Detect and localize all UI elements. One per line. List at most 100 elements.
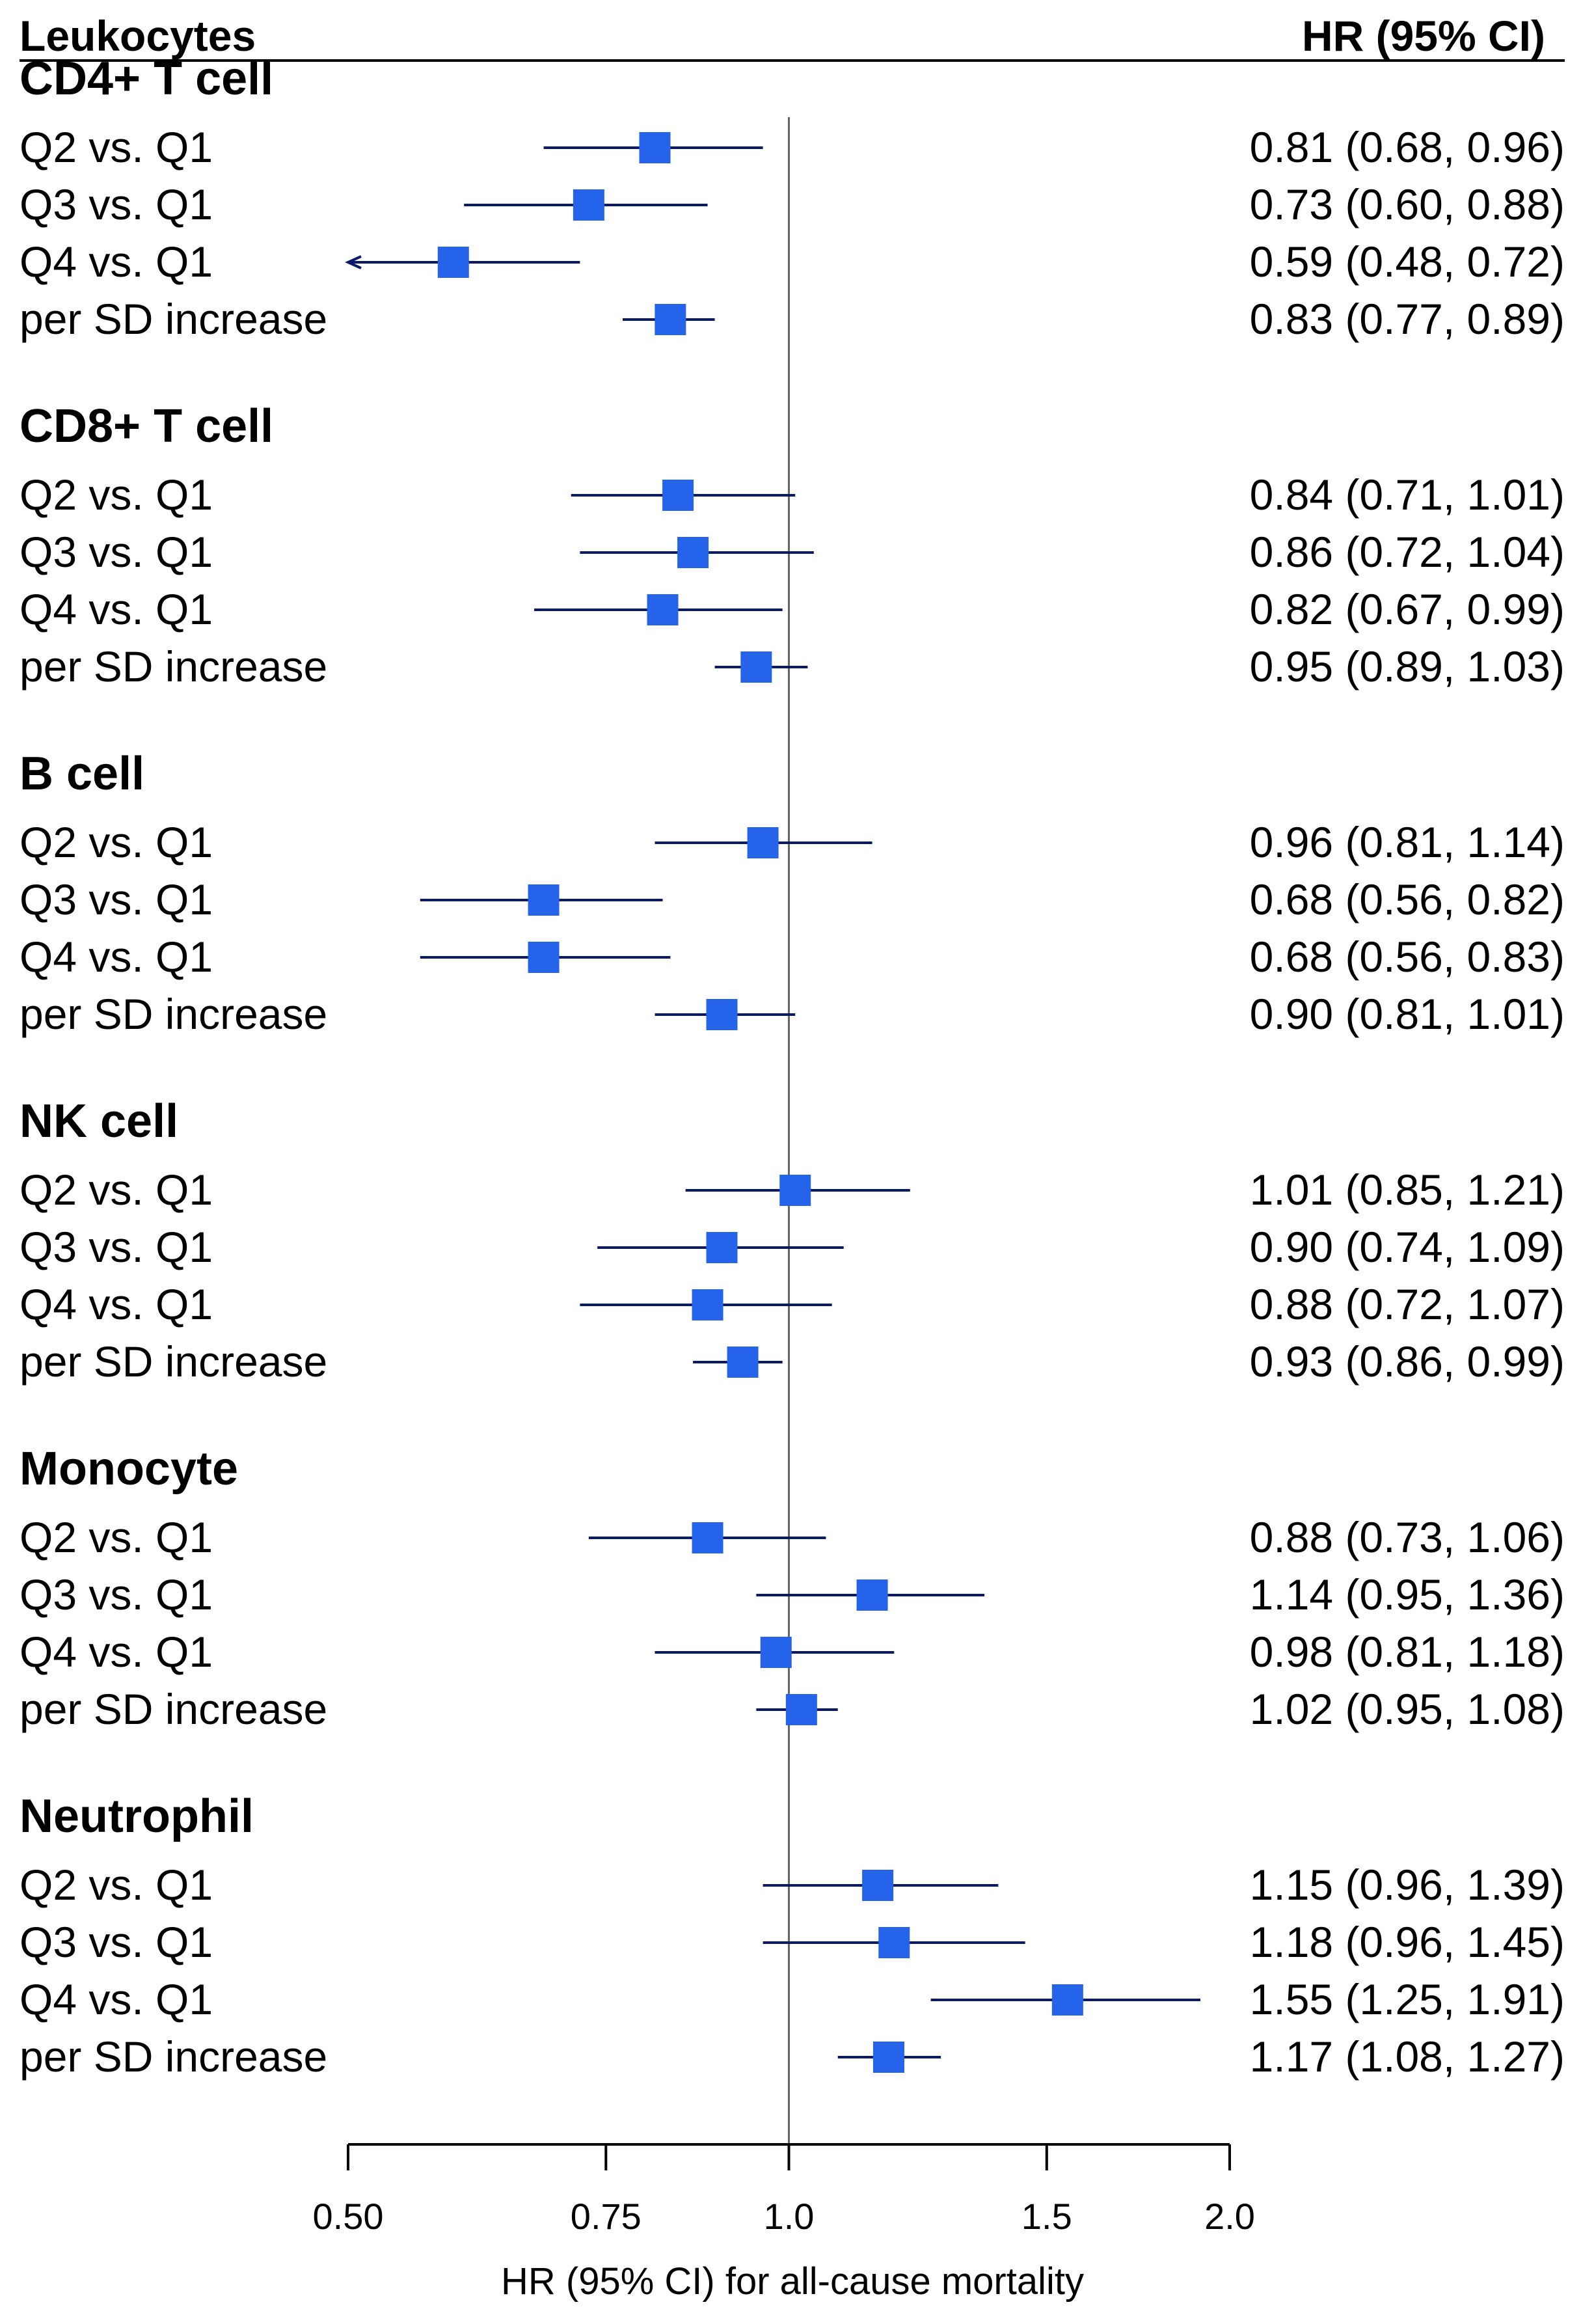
forest-row: per SD increase 1.02 (0.95, 1.08)	[20, 1685, 1565, 1733]
hr-estimate-text: 0.98 (0.81, 1.18)	[1250, 1628, 1565, 1676]
hr-marker	[856, 1579, 888, 1611]
forest-row: per SD increase 0.95 (0.89, 1.03)	[20, 642, 1565, 690]
row-label: Q2 vs. Q1	[20, 123, 213, 171]
row-label: Q3 vs. Q1	[20, 528, 213, 576]
hr-marker	[779, 1175, 811, 1206]
forest-row: Q4 vs. Q1 0.88 (0.72, 1.07)	[20, 1280, 1565, 1328]
hr-estimate-text: 0.68 (0.56, 0.83)	[1250, 933, 1565, 981]
hr-marker	[727, 1347, 759, 1378]
group-title: Monocyte	[20, 1443, 238, 1495]
hr-marker	[862, 1870, 894, 1901]
row-label: per SD increase	[20, 1337, 327, 1386]
forest-row: Q4 vs. Q1 0.82 (0.67, 0.99)	[20, 585, 1565, 633]
hr-marker	[573, 189, 604, 221]
forest-row: Q3 vs. Q1 0.73 (0.60, 0.88)	[20, 180, 1565, 228]
hr-estimate-text: 0.96 (0.81, 1.14)	[1250, 818, 1565, 866]
hr-estimate-text: 0.83 (0.77, 0.89)	[1250, 295, 1565, 343]
hr-marker	[692, 1289, 723, 1320]
row-label: per SD increase	[20, 990, 327, 1038]
row-label: per SD increase	[20, 295, 327, 343]
hr-marker	[878, 1927, 910, 1958]
x-axis-label: HR (95% CI) for all-cause mortality	[501, 2260, 1084, 2303]
row-label: Q2 vs. Q1	[20, 471, 213, 519]
hr-marker	[747, 827, 779, 858]
row-label: Q4 vs. Q1	[20, 1280, 213, 1328]
group-title: CD8+ T cell	[20, 400, 273, 452]
hr-marker	[692, 1522, 723, 1553]
hr-estimate-text: 0.86 (0.72, 1.04)	[1250, 528, 1565, 576]
forest-row: per SD increase 0.93 (0.86, 0.99)	[20, 1337, 1565, 1386]
forest-row: Q2 vs. Q1 0.81 (0.68, 0.96)	[20, 123, 1565, 171]
ci-truncation-arrow	[345, 255, 362, 269]
hr-marker	[785, 1694, 817, 1725]
hr-marker	[655, 304, 686, 335]
hr-marker	[662, 480, 694, 511]
hr-estimate-text: 0.95 (0.89, 1.03)	[1250, 642, 1565, 690]
hr-estimate-text: 0.90 (0.74, 1.09)	[1250, 1223, 1565, 1271]
forest-row: Q4 vs. Q1 0.98 (0.81, 1.18)	[20, 1628, 1565, 1676]
x-tick-label: 1.0	[764, 2196, 815, 2237]
forest-row: Q3 vs. Q1 1.14 (0.95, 1.36)	[20, 1570, 1565, 1619]
hr-estimate-text: 0.88 (0.72, 1.07)	[1250, 1280, 1565, 1328]
group-title: CD4+ T cell	[20, 53, 273, 105]
hr-marker	[872, 2042, 904, 2073]
forest-row: per SD increase 0.90 (0.81, 1.01)	[20, 990, 1565, 1038]
hr-marker	[706, 1232, 738, 1263]
row-label: Q2 vs. Q1	[20, 818, 213, 866]
hr-marker	[528, 942, 560, 973]
x-tick-label: 0.75	[571, 2196, 642, 2237]
row-label: Q4 vs. Q1	[20, 1628, 213, 1676]
group-title: Neutrophil	[20, 1790, 254, 1842]
hr-estimate-text: 1.01 (0.85, 1.21)	[1250, 1166, 1565, 1214]
hr-estimate-text: 1.17 (1.08, 1.27)	[1250, 2032, 1565, 2081]
hr-estimate-text: 1.18 (0.96, 1.45)	[1250, 1918, 1565, 1966]
hr-estimate-text: 0.59 (0.48, 0.72)	[1250, 238, 1565, 286]
row-label: Q2 vs. Q1	[20, 1513, 213, 1561]
hr-estimate-text: 0.81 (0.68, 0.96)	[1250, 123, 1565, 171]
x-tick-label: 2.0	[1204, 2196, 1255, 2237]
hr-marker	[437, 247, 469, 278]
hr-estimate-text: 1.55 (1.25, 1.91)	[1250, 1975, 1565, 2023]
hr-estimate-text: 1.14 (0.95, 1.36)	[1250, 1570, 1565, 1619]
header-right: HR (95% CI)	[1302, 12, 1545, 60]
forest-row: Q2 vs. Q1 1.01 (0.85, 1.21)	[20, 1166, 1565, 1214]
row-label: Q4 vs. Q1	[20, 585, 213, 633]
row-label: per SD increase	[20, 1685, 327, 1733]
hr-estimate-text: 0.93 (0.86, 0.99)	[1250, 1337, 1565, 1386]
hr-estimate-text: 0.88 (0.73, 1.06)	[1250, 1513, 1565, 1561]
hr-marker	[740, 651, 772, 683]
forest-row: Q2 vs. Q1 0.96 (0.81, 1.14)	[20, 818, 1565, 866]
row-label: Q3 vs. Q1	[20, 1570, 213, 1619]
hr-estimate-text: 1.02 (0.95, 1.08)	[1250, 1685, 1565, 1733]
row-label: Q2 vs. Q1	[20, 1861, 213, 1909]
hr-estimate-text: 0.73 (0.60, 0.88)	[1250, 180, 1565, 228]
x-axis: 0.50 0.75 1.0 1.5 2.0	[313, 2143, 1255, 2237]
row-label: per SD increase	[20, 2032, 327, 2081]
hr-marker	[647, 594, 679, 625]
row-label: Q4 vs. Q1	[20, 933, 213, 981]
row-label: Q2 vs. Q1	[20, 1166, 213, 1214]
x-tick-label: 0.50	[313, 2196, 384, 2237]
group-title: B cell	[20, 748, 144, 800]
forest-row: per SD increase 1.17 (1.08, 1.27)	[20, 2032, 1565, 2081]
row-label: Q3 vs. Q1	[20, 1918, 213, 1966]
forest-row: Q3 vs. Q1 0.86 (0.72, 1.04)	[20, 528, 1565, 576]
hr-marker	[528, 884, 560, 916]
forest-row: Q2 vs. Q1 1.15 (0.96, 1.39)	[20, 1861, 1565, 1909]
forest-row: Q3 vs. Q1 0.68 (0.56, 0.82)	[20, 875, 1565, 923]
hr-marker	[1051, 1984, 1083, 2016]
hr-estimate-text: 0.90 (0.81, 1.01)	[1250, 990, 1565, 1038]
x-tick-label: 1.5	[1021, 2196, 1072, 2237]
row-label: per SD increase	[20, 642, 327, 690]
forest-row: Q3 vs. Q1 0.90 (0.74, 1.09)	[20, 1223, 1565, 1271]
row-label: Q3 vs. Q1	[20, 180, 213, 228]
header-left: Leukocytes	[20, 12, 256, 60]
hr-estimate-text: 0.84 (0.71, 1.01)	[1250, 471, 1565, 519]
forest-row: Q2 vs. Q1 0.84 (0.71, 1.01)	[20, 471, 1565, 519]
forest-row: per SD increase 0.83 (0.77, 0.89)	[20, 295, 1565, 343]
forest-row: Q4 vs. Q1 1.55 (1.25, 1.91)	[20, 1975, 1565, 2023]
row-label: Q3 vs. Q1	[20, 875, 213, 923]
row-label: Q3 vs. Q1	[20, 1223, 213, 1271]
rows-layer: CD4+ T cell Q2 vs. Q1 0.81 (0.68, 0.96) Q3 …	[20, 53, 1565, 2081]
